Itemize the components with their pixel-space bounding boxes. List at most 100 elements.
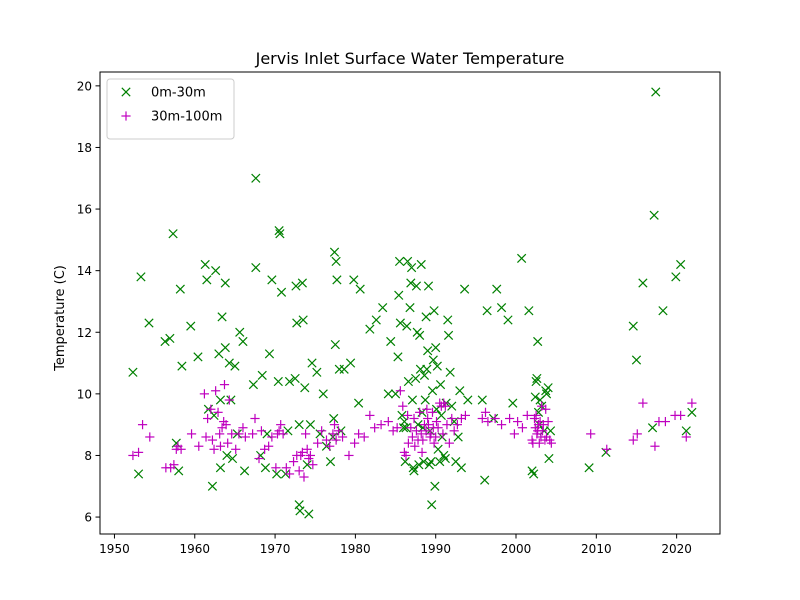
data-point	[238, 336, 248, 347]
data-point	[329, 420, 340, 430]
data-point	[215, 463, 226, 473]
data-point	[522, 410, 532, 421]
data-point	[436, 410, 446, 421]
legend-label: 0m-30m	[151, 86, 206, 101]
data-point	[671, 272, 681, 282]
data-point	[294, 466, 304, 476]
data-point	[681, 426, 691, 436]
data-point	[220, 278, 230, 288]
data-point	[418, 435, 428, 445]
data-point	[202, 275, 212, 285]
data-point	[333, 426, 344, 436]
data-point	[632, 429, 642, 439]
data-point	[427, 500, 437, 510]
data-point	[194, 441, 204, 451]
data-point	[169, 460, 179, 470]
data-point	[530, 392, 540, 402]
legend-label: 30m-100m	[151, 110, 222, 125]
data-point	[291, 281, 301, 291]
data-point	[432, 361, 442, 371]
data-point	[222, 450, 232, 461]
y-tick-label: 18	[77, 141, 92, 155]
data-point	[480, 475, 490, 485]
data-point	[631, 355, 642, 365]
data-point	[429, 438, 439, 448]
data-point	[422, 364, 432, 374]
data-point	[423, 420, 434, 430]
data-point	[496, 302, 507, 313]
data-point	[455, 386, 465, 396]
data-point	[422, 404, 432, 414]
data-point	[292, 318, 302, 328]
data-point	[325, 441, 335, 451]
data-point	[128, 450, 138, 461]
data-point	[444, 438, 454, 448]
data-point	[423, 413, 433, 424]
data-point	[508, 398, 518, 408]
data-point	[426, 429, 436, 439]
x-tick-label: 2010	[581, 542, 612, 556]
chart-title: Jervis Inlet Surface Water Temperature	[255, 49, 565, 68]
data-point	[274, 225, 284, 236]
data-point	[267, 432, 277, 442]
data-point	[532, 373, 542, 384]
data-point	[420, 395, 430, 405]
data-point	[394, 290, 404, 300]
data-point	[395, 386, 405, 396]
data-point	[330, 339, 340, 350]
data-point	[203, 413, 213, 424]
data-point	[328, 429, 338, 439]
x-tick-label: 1970	[260, 542, 291, 556]
data-point	[650, 441, 660, 451]
x-tick-label: 1950	[99, 542, 130, 556]
data-point	[409, 413, 419, 424]
data-point	[402, 410, 413, 421]
data-point	[406, 423, 416, 433]
data-point	[417, 447, 427, 457]
data-point	[628, 435, 638, 445]
data-point	[256, 426, 267, 436]
data-point	[221, 420, 231, 430]
data-point	[584, 463, 594, 473]
data-point	[250, 413, 260, 424]
data-point	[397, 410, 407, 421]
data-point	[411, 281, 422, 291]
data-point	[538, 420, 548, 430]
data-point	[463, 395, 473, 405]
y-tick-label: 8	[84, 449, 92, 463]
data-point	[400, 456, 410, 467]
data-point	[230, 361, 240, 371]
data-point	[429, 306, 439, 316]
data-point	[251, 262, 261, 273]
data-point	[431, 416, 442, 427]
data-point	[421, 312, 431, 322]
data-point	[419, 456, 429, 467]
data-point	[254, 453, 264, 464]
data-point	[271, 463, 281, 473]
data-point	[544, 453, 554, 464]
data-point	[354, 429, 364, 439]
data-point	[545, 426, 556, 436]
data-point	[144, 318, 154, 328]
data-point	[415, 407, 425, 417]
data-point	[175, 284, 185, 294]
data-point	[402, 321, 412, 331]
data-point	[602, 444, 612, 454]
data-point	[215, 429, 225, 439]
data-point	[297, 278, 308, 288]
data-point	[628, 321, 638, 331]
data-point	[133, 447, 144, 457]
data-point	[337, 432, 348, 442]
data-point	[416, 429, 426, 439]
data-point	[329, 247, 340, 257]
data-point	[445, 367, 455, 377]
data-point	[480, 407, 491, 417]
data-point	[257, 370, 267, 381]
data-point	[264, 441, 274, 451]
data-point	[638, 278, 648, 288]
data-point	[681, 432, 691, 442]
y-tick-label: 14	[77, 264, 92, 278]
data-point	[423, 346, 433, 356]
data-point	[386, 336, 396, 347]
x-tick-label: 1980	[340, 542, 371, 556]
